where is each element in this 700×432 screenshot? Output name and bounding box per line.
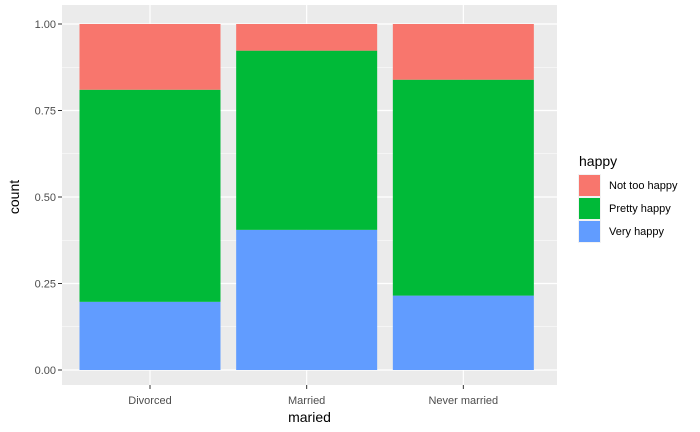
bar-segment xyxy=(392,295,534,370)
bar-segment xyxy=(236,24,378,51)
y-axis: 0.00 0.25 0.50 0.75 1.00 xyxy=(35,19,62,377)
bars xyxy=(79,24,534,370)
bar-segment xyxy=(236,229,378,370)
x-axis-title: maried xyxy=(288,409,331,425)
legend-label: Not too happy xyxy=(609,180,678,192)
y-tick-label: 1.00 xyxy=(35,19,56,31)
y-tick-label: 0.25 xyxy=(35,279,56,291)
legend-swatch xyxy=(579,221,600,242)
y-tick-label: 0.75 xyxy=(35,106,56,118)
legend-label: Pretty happy xyxy=(609,203,671,215)
legend-swatch xyxy=(579,175,600,196)
bar-segment xyxy=(79,301,221,370)
legend-label: Very happy xyxy=(609,226,665,238)
y-axis-title: count xyxy=(6,180,22,214)
bar-segment xyxy=(79,89,221,302)
y-tick-label: 0.00 xyxy=(35,365,56,377)
y-tick-label: 0.50 xyxy=(35,192,56,204)
legend-swatch xyxy=(579,198,600,219)
legend-title: happy xyxy=(579,153,617,169)
x-tick-label: Divorced xyxy=(128,395,171,407)
bar-segment xyxy=(392,24,534,80)
bar-segment xyxy=(79,24,221,90)
bar-segment xyxy=(236,50,378,230)
x-tick-label: Never married xyxy=(428,395,498,407)
legend: happy Not too happy Pretty happy Very happ… xyxy=(578,153,678,243)
bar-segment xyxy=(392,79,534,296)
x-tick-label: Married xyxy=(288,395,325,407)
x-axis: Divorced Married Never married xyxy=(128,385,498,407)
